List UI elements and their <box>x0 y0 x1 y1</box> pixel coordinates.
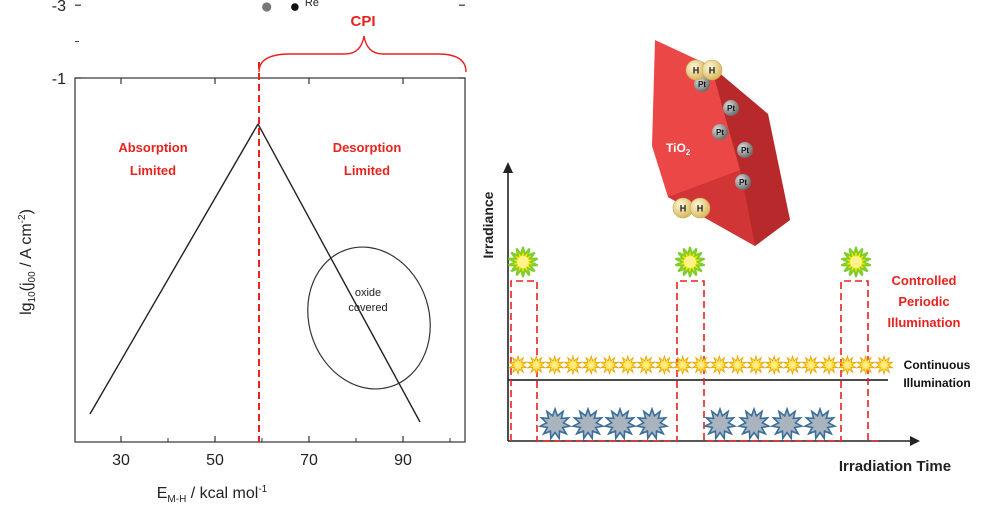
absorption-trend-line <box>89 123 259 415</box>
pt-particle-label: Pt <box>739 178 747 187</box>
sun-icon <box>508 354 528 376</box>
pt-particle-label: Pt <box>698 80 706 89</box>
crystal-bottom-face <box>668 170 755 246</box>
plot-frame <box>74 77 466 443</box>
pt-particle-label: Pt <box>727 104 735 113</box>
sun-icon <box>782 354 803 376</box>
x-tick-label: 70 <box>300 452 318 469</box>
dark-star-icon <box>602 406 638 441</box>
pt-particle-icon <box>735 174 751 190</box>
hydrogen-atom-icon <box>701 59 723 81</box>
sun-icon <box>654 354 675 376</box>
hydrogen-atom-label: H <box>680 204 687 214</box>
sun-icon <box>745 354 766 376</box>
pt-particle-label: Pt <box>716 128 724 137</box>
y-tick-label: -3 <box>52 0 66 15</box>
point-label-re: Re <box>305 0 319 9</box>
absorption-label-line2: Limited <box>130 163 176 178</box>
time-axis-arrow-icon <box>910 436 920 446</box>
desorption-label-line2: Limited <box>344 163 390 178</box>
sun-icon <box>727 354 748 376</box>
time-axis-label: Irradiation Time <box>839 458 951 475</box>
oxide-label-line1: oxide <box>355 287 381 299</box>
desorption-label-line1: Desorption <box>333 140 402 155</box>
sun-icon <box>800 354 821 376</box>
sun-icon <box>617 354 638 376</box>
hydrogen-atom-label: H <box>693 66 700 76</box>
irradiance-axis-label: Irradiance <box>480 191 496 258</box>
sun-icon <box>874 354 894 376</box>
continuous-legend-line2: Illumination <box>903 376 970 390</box>
hydrogen-atom-label: H <box>709 66 716 76</box>
continuous-legend-line1: Continuous <box>904 358 971 372</box>
y-tick-label: -1 <box>52 71 66 88</box>
metal-points: PtReRhIrAuNiCuCoFeWMoSnBiZnAgGaPbNbTiTaC… <box>262 0 319 12</box>
dark-star-icon <box>537 406 573 441</box>
dark-star-icon <box>702 406 738 441</box>
sun-icon <box>764 354 785 376</box>
sun-icon <box>526 354 547 376</box>
dark-star-icon <box>634 406 670 441</box>
pt-particle-icon <box>723 100 739 116</box>
cpi-legend-line1: Controlled <box>892 273 957 288</box>
cpi-legend-line2: Periodic <box>898 294 949 309</box>
pt-particle-icon <box>712 124 728 140</box>
absorption-label-line1: Absorption <box>118 140 187 155</box>
sun-icon <box>819 354 840 376</box>
x-axis-label: EM-H / kcal mol-1 <box>157 484 268 505</box>
sun-icon <box>562 354 583 376</box>
h2-molecules: H HH H <box>672 59 723 219</box>
cpi-brace <box>258 35 467 73</box>
data-point-re <box>291 3 299 11</box>
sun-icon <box>855 354 876 376</box>
oxide-label-line2: covered <box>348 302 387 314</box>
x-tick-label: 30 <box>112 452 130 469</box>
hydrogen-atom-icon <box>689 197 711 219</box>
pulse-sun-core <box>850 256 862 268</box>
periodic-pulse-train <box>510 280 880 442</box>
dark-star-icon <box>570 406 606 441</box>
illumination-diagram: Irradiance Irradiation Time Controlled P… <box>480 40 971 475</box>
continuous-suns <box>508 354 894 376</box>
oxide-covered-ellipse <box>307 246 431 390</box>
pt-particle-icon <box>737 142 753 158</box>
cpi-label: CPI <box>350 13 375 30</box>
x-axis-ticks: 30 50 70 90 <box>112 78 451 469</box>
irradiance-axis-arrow-icon <box>503 162 513 173</box>
data-point-pt <box>262 2 272 12</box>
sun-icon <box>581 354 602 376</box>
desorption-trend-line <box>257 123 421 423</box>
pulse-sun-core <box>684 256 696 268</box>
hydrogen-atom-label: H <box>697 204 704 214</box>
sun-icon <box>691 354 711 376</box>
sun-icon <box>672 354 693 376</box>
pulse-sun-core <box>517 256 529 268</box>
sun-icon <box>837 354 858 376</box>
dark-star-icon <box>802 406 838 441</box>
dark-star-icon <box>769 406 805 441</box>
dark-periods <box>537 406 838 441</box>
y-axis-label: lg10(j00 / A cm-2) <box>17 209 38 315</box>
cpi-legend-line3: Illumination <box>888 315 961 330</box>
dark-star-icon <box>736 406 772 441</box>
pt-particle-label: Pt <box>741 146 749 155</box>
sun-icon <box>599 354 620 376</box>
sun-icon <box>544 354 565 376</box>
x-tick-label: 90 <box>394 452 412 469</box>
sun-icon <box>636 354 657 376</box>
sun-icon <box>709 354 730 376</box>
y-axis-ticks: -1-3-5-7-9-11 <box>52 0 465 88</box>
x-tick-label: 50 <box>206 452 224 469</box>
pulse-suns <box>507 246 872 278</box>
tio2-label: TiO2 <box>666 141 691 157</box>
